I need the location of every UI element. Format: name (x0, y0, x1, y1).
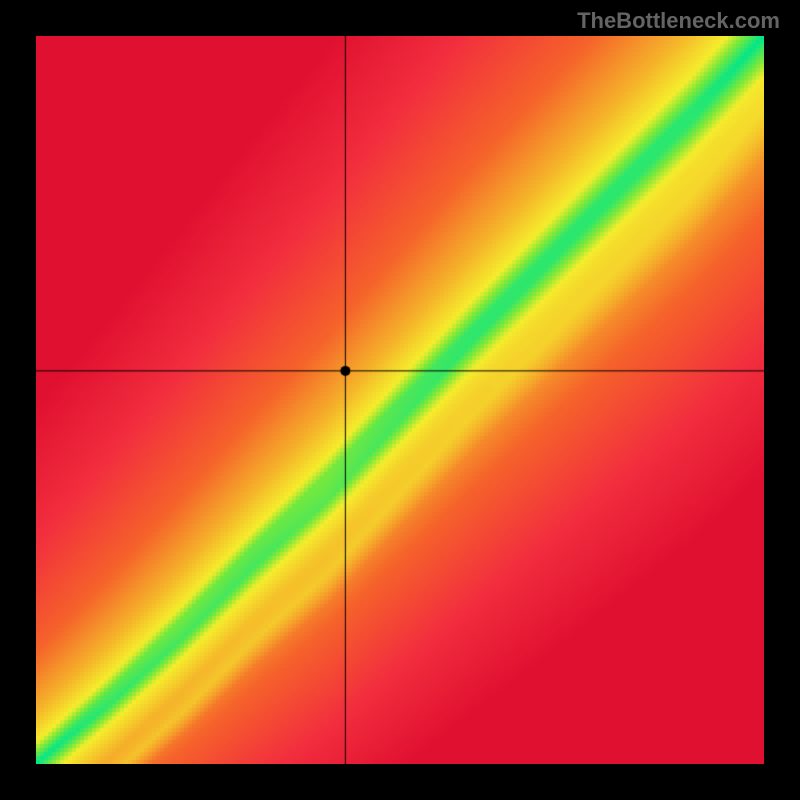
watermark-text: TheBottleneck.com (577, 8, 780, 34)
chart-container: TheBottleneck.com (0, 0, 800, 800)
bottleneck-heatmap (36, 36, 764, 764)
